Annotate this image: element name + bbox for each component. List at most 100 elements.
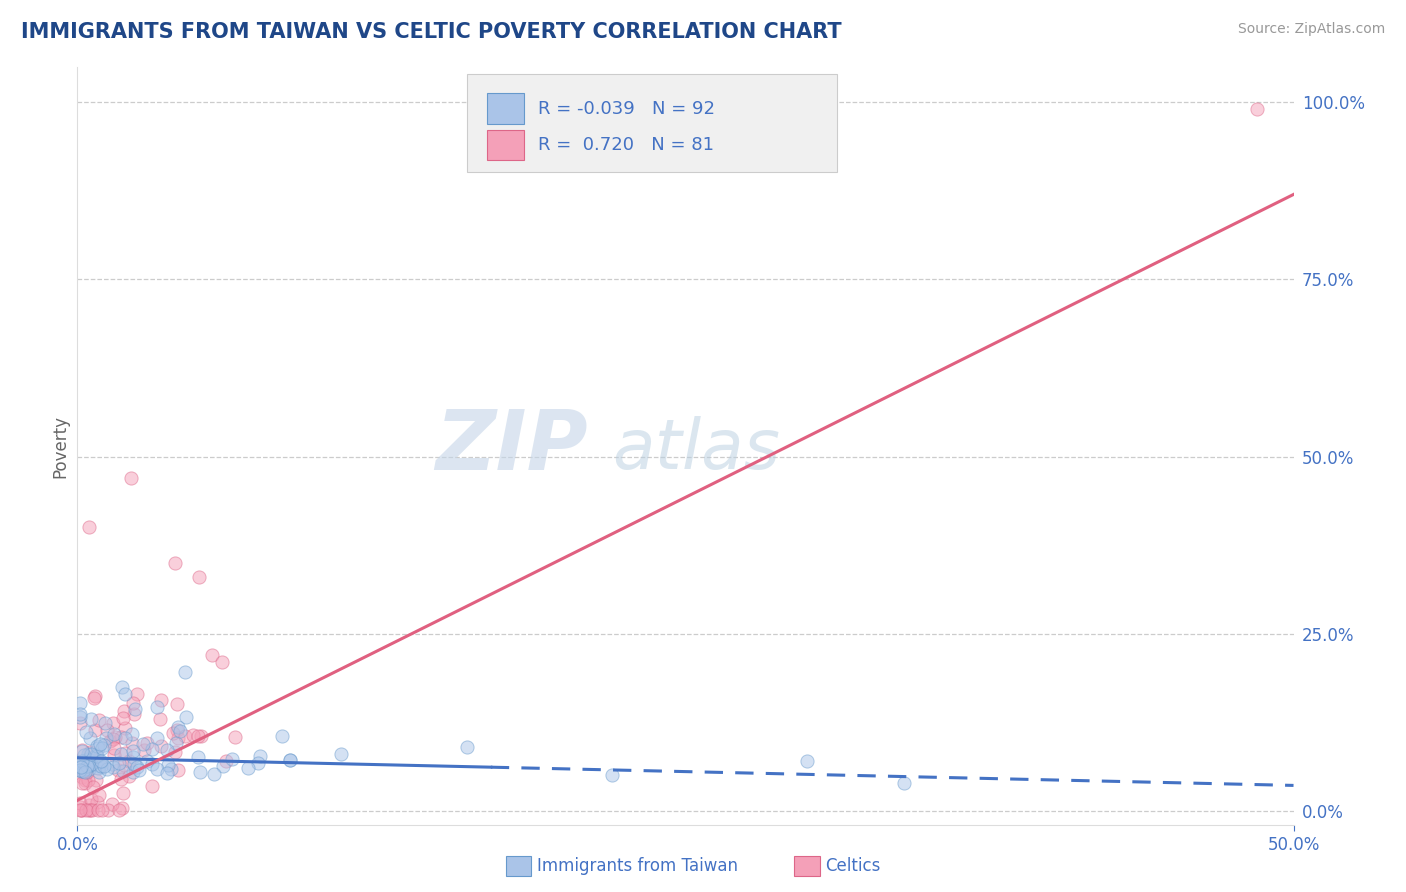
Point: [79, 520, 101, 534]
Point: [156, 743, 179, 757]
Point: [96, 723, 118, 737]
Bar: [488, 130, 523, 161]
Point: [111, 764, 134, 778]
Point: [69, 756, 91, 770]
Point: [111, 680, 134, 694]
Point: [118, 768, 141, 782]
Point: [202, 767, 225, 781]
Text: Source: ZipAtlas.com: Source: ZipAtlas.com: [1237, 22, 1385, 37]
Point: [101, 760, 124, 774]
Point: [75, 762, 97, 776]
Text: Immigrants from Taiwan: Immigrants from Taiwan: [537, 857, 738, 875]
Point: [87, 761, 110, 775]
Point: [101, 732, 124, 747]
Point: [69, 707, 91, 722]
Point: [224, 731, 246, 745]
Point: [146, 731, 169, 746]
Point: [187, 750, 209, 764]
Point: [456, 740, 478, 755]
Point: [90, 803, 112, 817]
Point: [174, 710, 197, 724]
Point: [93, 739, 115, 753]
Point: [86, 803, 108, 817]
Point: [89, 755, 111, 769]
Point: [146, 700, 169, 714]
Point: [165, 736, 187, 750]
Point: [79, 803, 101, 817]
Point: [167, 731, 190, 745]
Point: [93, 759, 115, 773]
Point: [112, 711, 135, 725]
Point: [73, 776, 96, 790]
Point: [110, 772, 132, 786]
Point: [73, 764, 96, 779]
Point: [90, 740, 112, 755]
Point: [212, 759, 235, 773]
Point: [84, 723, 107, 737]
Point: [83, 690, 105, 704]
Point: [1246, 103, 1268, 117]
Point: [124, 702, 146, 716]
Point: [75, 725, 97, 739]
Point: [201, 648, 224, 663]
Point: [121, 749, 143, 764]
Point: [122, 765, 145, 780]
Point: [135, 736, 157, 750]
Point: [70, 764, 93, 779]
Point: [118, 754, 141, 768]
Point: [94, 731, 117, 746]
Point: [173, 665, 195, 680]
Point: [236, 761, 259, 775]
Point: [76, 764, 98, 779]
Point: [103, 748, 125, 763]
Text: R =  0.720   N = 81: R = 0.720 N = 81: [538, 136, 714, 154]
Text: IMMIGRANTS FROM TAIWAN VS CELTIC POVERTY CORRELATION CHART: IMMIGRANTS FROM TAIWAN VS CELTIC POVERTY…: [21, 22, 842, 42]
Point: [83, 691, 105, 706]
Point: [84, 772, 107, 787]
Point: [97, 803, 120, 817]
Point: [796, 755, 818, 769]
Point: [69, 763, 91, 777]
Point: [122, 706, 145, 721]
Point: [70, 759, 93, 773]
Point: [145, 762, 167, 776]
Point: [163, 745, 186, 759]
Point: [141, 757, 163, 772]
Point: [174, 729, 197, 743]
Point: [89, 713, 111, 727]
Point: [112, 758, 135, 772]
Text: ZIP: ZIP: [436, 406, 588, 486]
Point: [70, 803, 93, 817]
Point: [79, 797, 101, 812]
Point: [86, 739, 108, 753]
Point: [70, 803, 93, 817]
Point: [108, 803, 131, 817]
Point: [166, 763, 188, 777]
Point: [160, 762, 183, 776]
Point: [82, 780, 104, 794]
Point: [187, 729, 209, 743]
Point: [103, 741, 125, 756]
Point: [121, 726, 143, 740]
Point: [69, 716, 91, 731]
Point: [75, 803, 97, 817]
Point: [221, 752, 243, 766]
Point: [132, 737, 155, 751]
Point: [77, 803, 100, 817]
Point: [76, 752, 98, 766]
Point: [150, 693, 173, 707]
Point: [141, 779, 163, 793]
Point: [108, 756, 131, 770]
Point: [215, 754, 238, 768]
Point: [84, 747, 107, 762]
Point: [149, 739, 172, 753]
Point: [280, 753, 302, 767]
Point: [114, 687, 136, 701]
Point: [329, 747, 352, 761]
Point: [188, 764, 211, 779]
Point: [70, 760, 93, 774]
Point: [103, 726, 125, 740]
Point: [96, 762, 118, 776]
Text: Celtics: Celtics: [825, 857, 880, 875]
Point: [101, 715, 124, 730]
